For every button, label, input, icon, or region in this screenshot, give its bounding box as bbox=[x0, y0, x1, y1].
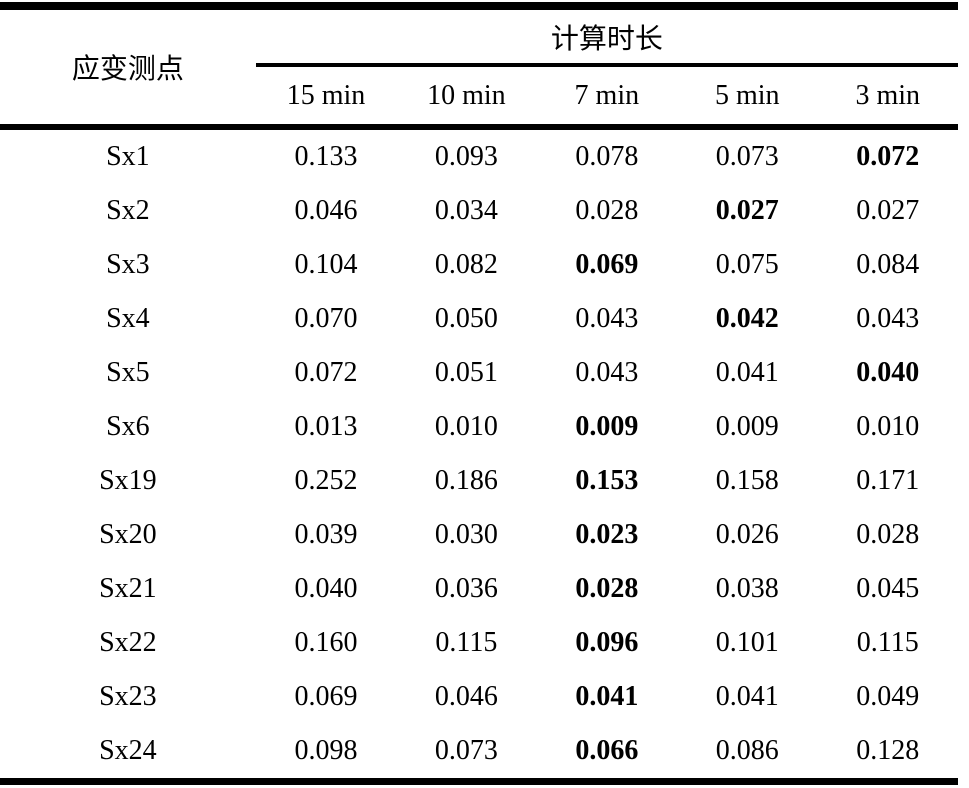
value-cell: 0.028 bbox=[575, 195, 639, 226]
value-cell: 0.082 bbox=[434, 249, 498, 280]
row-label: Sx20 bbox=[99, 519, 157, 550]
value-cell: 0.128 bbox=[817, 724, 958, 785]
value-cell: 0.042 bbox=[715, 303, 779, 334]
table-row: Sx3 0.104 0.082 0.069 0.075 0.084 bbox=[0, 238, 958, 292]
value-cell: 0.026 bbox=[715, 519, 779, 550]
row-label: Sx23 bbox=[99, 681, 157, 712]
value-cell: 0.049 bbox=[856, 681, 920, 712]
col-header-15min: 15 min bbox=[255, 65, 397, 130]
row-label: Sx19 bbox=[99, 465, 157, 496]
value-cell: 0.045 bbox=[856, 573, 920, 604]
value-cell: 0.010 bbox=[856, 411, 920, 442]
value-cell: 0.073 bbox=[715, 141, 779, 172]
col-header-7min: 7 min bbox=[536, 65, 678, 130]
value-cell: 0.069 bbox=[294, 681, 358, 712]
value-cell: 0.075 bbox=[715, 249, 779, 280]
value-cell: 0.171 bbox=[856, 465, 920, 496]
value-cell: 0.036 bbox=[434, 573, 498, 604]
value-cell: 0.034 bbox=[434, 195, 498, 226]
row-label: Sx24 bbox=[0, 724, 256, 785]
value-cell: 0.066 bbox=[536, 724, 678, 785]
value-cell: 0.040 bbox=[856, 357, 920, 388]
value-cell: 0.133 bbox=[294, 141, 358, 172]
table-row: Sx22 0.160 0.115 0.096 0.101 0.115 bbox=[0, 616, 958, 670]
value-cell: 0.086 bbox=[677, 724, 818, 785]
value-cell: 0.084 bbox=[856, 249, 920, 280]
table-body: Sx1 0.133 0.093 0.078 0.073 0.072 Sx2 0.046 0.03… bbox=[0, 127, 958, 785]
col-header-10min: 10 min bbox=[396, 65, 537, 130]
value-cell: 0.078 bbox=[575, 141, 639, 172]
value-cell: 0.041 bbox=[715, 357, 779, 388]
value-cell: 0.046 bbox=[294, 195, 358, 226]
strain-point-column-header: 应变测点 bbox=[0, 6, 256, 130]
value-cell: 0.009 bbox=[575, 411, 639, 442]
value-cell: 0.028 bbox=[575, 573, 639, 604]
value-cell: 0.252 bbox=[294, 465, 358, 496]
table-row: Sx4 0.070 0.050 0.043 0.042 0.043 bbox=[0, 292, 958, 346]
value-cell: 0.093 bbox=[434, 141, 498, 172]
table-row: Sx23 0.069 0.046 0.041 0.041 0.049 bbox=[0, 670, 958, 724]
value-cell: 0.073 bbox=[396, 724, 537, 785]
value-cell: 0.041 bbox=[575, 681, 639, 712]
value-cell: 0.072 bbox=[856, 141, 920, 172]
calc-duration-group-header: 计算时长 bbox=[255, 6, 958, 67]
value-cell: 0.013 bbox=[294, 411, 358, 442]
value-cell: 0.115 bbox=[435, 627, 498, 658]
row-label: Sx5 bbox=[106, 357, 150, 388]
row-label: Sx1 bbox=[106, 141, 150, 172]
value-cell: 0.153 bbox=[575, 465, 639, 496]
group-header-row: 应变测点 计算时长 bbox=[0, 6, 958, 130]
value-cell: 0.115 bbox=[856, 627, 919, 658]
row-label: Sx21 bbox=[99, 573, 157, 604]
value-cell: 0.160 bbox=[294, 627, 358, 658]
value-cell: 0.051 bbox=[434, 357, 498, 388]
table-row: Sx1 0.133 0.093 0.078 0.073 0.072 bbox=[0, 127, 958, 184]
value-cell: 0.038 bbox=[715, 573, 779, 604]
value-cell: 0.039 bbox=[294, 519, 358, 550]
row-label: Sx2 bbox=[106, 195, 150, 226]
value-cell: 0.043 bbox=[575, 303, 639, 334]
sub-header-row: 15 min 10 min 7 min 5 min 3 min bbox=[0, 65, 958, 130]
col-header-5min: 5 min bbox=[677, 65, 818, 130]
row-label: Sx22 bbox=[99, 627, 157, 658]
value-cell: 0.101 bbox=[715, 627, 779, 658]
value-cell: 0.041 bbox=[715, 681, 779, 712]
value-cell: 0.158 bbox=[715, 465, 779, 496]
col-header-3min: 3 min bbox=[817, 65, 958, 130]
value-cell: 0.043 bbox=[575, 357, 639, 388]
value-cell: 0.096 bbox=[575, 627, 639, 658]
row-label: Sx3 bbox=[106, 249, 150, 280]
value-cell: 0.010 bbox=[434, 411, 498, 442]
value-cell: 0.104 bbox=[294, 249, 358, 280]
value-cell: 0.069 bbox=[575, 249, 639, 280]
value-cell: 0.043 bbox=[856, 303, 920, 334]
table-row: Sx6 0.013 0.010 0.009 0.009 0.010 bbox=[0, 400, 958, 454]
value-cell: 0.027 bbox=[715, 195, 779, 226]
value-cell: 0.009 bbox=[715, 411, 779, 442]
value-cell: 0.186 bbox=[434, 465, 498, 496]
row-label: Sx4 bbox=[106, 303, 150, 334]
value-cell: 0.070 bbox=[294, 303, 358, 334]
table-row: Sx19 0.252 0.186 0.153 0.158 0.171 bbox=[0, 454, 958, 508]
value-cell: 0.098 bbox=[255, 724, 397, 785]
value-cell: 0.028 bbox=[856, 519, 920, 550]
table-row: Sx24 0.098 0.073 0.066 0.086 0.128 bbox=[0, 724, 958, 785]
value-cell: 0.027 bbox=[856, 195, 920, 226]
value-cell: 0.040 bbox=[294, 573, 358, 604]
table-row: Sx5 0.072 0.051 0.043 0.041 0.040 bbox=[0, 346, 958, 400]
table-row: Sx21 0.040 0.036 0.028 0.038 0.045 bbox=[0, 562, 958, 616]
value-cell: 0.046 bbox=[434, 681, 498, 712]
value-cell: 0.072 bbox=[294, 357, 358, 388]
table-row: Sx20 0.039 0.030 0.023 0.026 0.028 bbox=[0, 508, 958, 562]
table-row: Sx2 0.046 0.034 0.028 0.027 0.027 bbox=[0, 184, 958, 238]
value-cell: 0.050 bbox=[434, 303, 498, 334]
value-cell: 0.023 bbox=[575, 519, 639, 550]
value-cell: 0.030 bbox=[434, 519, 498, 550]
row-label: Sx6 bbox=[106, 411, 150, 442]
